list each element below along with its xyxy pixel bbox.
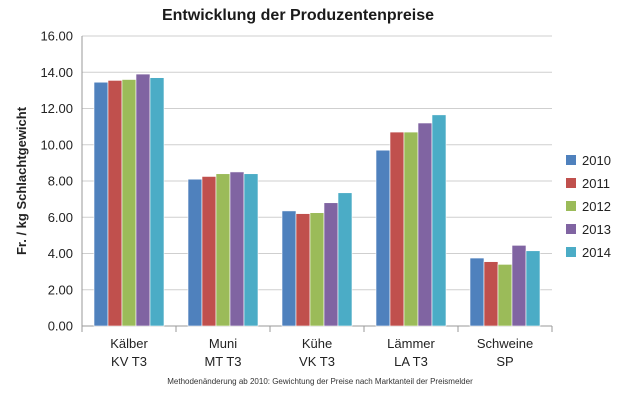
bar-2013-kühe [323,202,339,327]
bar-2012-muni [215,173,231,327]
category-label: Kälber [110,336,148,351]
legend-swatch-2014 [566,247,576,257]
bar-2013-schweine [511,245,527,327]
bar-2011-kälber [107,80,123,327]
category-label: Schweine [477,336,533,351]
category-label: LA T3 [394,354,428,369]
bar-2014-schweine [525,250,541,327]
legend-label-2010: 2010 [582,153,611,168]
bar-2011-kühe [295,213,311,327]
legend-swatch-2013 [566,224,576,234]
y-tick-label: 10.00 [40,137,73,152]
legend-label-2014: 2014 [582,245,611,260]
legend-swatch-2012 [566,201,576,211]
bar-2011-schweine [483,261,499,327]
bar-2010-kälber [93,81,109,327]
bar-2014-lämmer [431,114,447,327]
legend-label-2011: 2011 [582,176,610,191]
y-tick-label: 2.00 [48,282,73,297]
bar-2013-muni [229,171,245,327]
bar-2010-lämmer [375,149,391,327]
y-tick-label: 0.00 [48,319,73,334]
legend-swatch-2010 [566,155,576,165]
category-label: MT T3 [204,354,241,369]
category-label: SP [496,354,513,369]
category-label: Lämmer [387,336,435,351]
bar-2014-muni [243,173,259,327]
legend-label-2013: 2013 [582,222,611,237]
bar-2013-lämmer [417,122,433,327]
y-tick-label: 6.00 [48,210,73,225]
chart-title: Entwicklung der Produzentenpreise [162,7,434,24]
legend-label-2012: 2012 [582,199,611,214]
bar-2010-kühe [281,210,297,327]
category-label: Muni [209,336,237,351]
y-tick-label: 14.00 [40,65,73,80]
bar-2011-muni [201,176,217,327]
bar-2012-kälber [121,79,137,327]
footnote: Methodenänderung ab 2010: Gewichtung der… [167,377,473,386]
category-label: VK T3 [299,354,335,369]
y-axis-label: Fr. / kg Schlachtgewicht [14,106,29,255]
bar-2012-kühe [309,212,325,327]
category-label: KV T3 [111,354,147,369]
bar-2014-kühe [337,192,353,327]
legend-swatch-2011 [566,178,576,188]
bar-2010-schweine [469,257,485,327]
bar-2012-lämmer [403,131,419,327]
plot-area: 0.00 2.00 4.00 6.00 8.00 10.00 12.00 14.00 16.00… [40,29,553,369]
bar-2011-lämmer [389,131,405,327]
y-tick-label: 16.00 [40,29,73,44]
y-tick-label: 12.00 [40,101,73,116]
bar-2012-schweine [497,264,513,327]
y-tick-label: 8.00 [48,174,73,189]
bar-2010-muni [187,178,203,327]
category-label: Kühe [302,336,332,351]
y-tick-label: 4.00 [48,246,73,261]
legend: 2010 2011 2012 2013 2014 [566,153,611,260]
bar-2014-kälber [149,77,165,327]
bar-2013-kälber [135,73,151,327]
